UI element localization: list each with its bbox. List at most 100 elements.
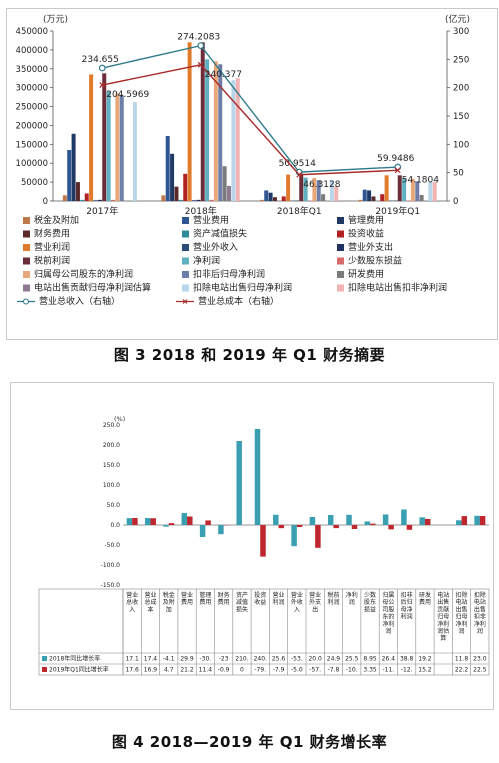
legend-item: 营业费用: [182, 214, 229, 226]
legend-label: 归属母公司股东的净利润: [34, 268, 133, 280]
category-label-line: 研发: [419, 591, 431, 599]
category-label: 电站出售贡献归母净利润估算: [437, 591, 449, 642]
line-data-label: 204.5969: [106, 90, 149, 100]
category-label-line: 损益: [364, 605, 376, 613]
bar-3-5: [380, 194, 385, 201]
bar-1-12: [213, 61, 218, 201]
bar-5-0: [218, 525, 224, 535]
bar-6-0: [236, 441, 242, 525]
y-axis-tick-label: -50.0: [104, 542, 120, 549]
data-table-legend: 2019年Q1同比增长率: [42, 666, 109, 674]
category-label: 投资收益: [254, 591, 266, 606]
y-axis-tick-label: 100.0: [103, 482, 120, 489]
y-axis-tick-label: 200.0: [103, 442, 120, 449]
bar-10-0: [309, 517, 316, 525]
category-label: 税前利润: [327, 591, 339, 606]
category-label: 研发费用: [419, 591, 431, 606]
bar-1-5: [183, 173, 188, 201]
bar-2-3: [272, 197, 277, 201]
category-label: 2018年: [185, 205, 217, 217]
bar-15-1: [406, 525, 413, 530]
left-axis-tick-label: 300000: [16, 84, 48, 94]
category-label-line: 利润: [401, 613, 413, 621]
bar-3-1: [362, 189, 367, 201]
left-axis-tick-label: 450000: [16, 27, 48, 37]
category-label-line: 利润: [273, 598, 285, 606]
legend-label: 扣除电站出售扣非净利润: [348, 282, 447, 294]
legend-swatch: [182, 271, 189, 278]
category-label-line: 入: [294, 606, 300, 613]
legend-item: 研发费用: [337, 268, 384, 280]
bar-16-0: [419, 517, 425, 525]
category-label-line: 母公: [382, 599, 394, 606]
data-table-cell: -11.: [382, 667, 394, 674]
left-axis-tick-label: 0: [43, 197, 48, 207]
bar-1-17: [235, 78, 240, 201]
category-label-line: 费用: [419, 598, 431, 606]
category-label-line: 后归: [401, 598, 413, 606]
line-data-label: 50.9514: [279, 159, 316, 169]
bar-13-0: [364, 521, 371, 525]
legend-item: 净利润: [182, 255, 220, 267]
bar-3-9: [397, 175, 402, 201]
bar-0-4: [80, 199, 85, 201]
bar-1-0: [144, 518, 151, 525]
growth-rate-chart: (%) 250.0 200.0 150.0 100.0 50.0 0.0 -50.0 -100.…: [10, 382, 494, 710]
category-label: 营业外支出: [309, 591, 321, 613]
legend-item: 营业外收入: [182, 241, 238, 253]
bar-0-9: [102, 73, 107, 201]
left-axis-tick-label: 200000: [16, 121, 48, 131]
category-label-line: 母净: [401, 605, 413, 613]
legend-swatch: [42, 667, 47, 672]
marker-stroke: [394, 167, 401, 174]
legend-label: 净利润: [193, 255, 220, 267]
y-axis-tick-label: 0.0: [110, 522, 120, 529]
category-label: 资产减值损失: [236, 591, 248, 613]
legend-label: 扣非后归母净利润: [193, 268, 265, 280]
bar-0-5: [84, 193, 89, 201]
marker-stroke: [296, 171, 303, 178]
bar-3-0: [358, 199, 363, 201]
right-axis-tick-label: 0: [453, 197, 458, 207]
bar-1-3: [174, 186, 179, 201]
legend-label: 营业总成本（右轴）: [198, 295, 279, 307]
bar-2-2: [268, 192, 273, 201]
data-table-cell: 3.35: [363, 667, 377, 674]
line-data-label: 59.9486: [377, 154, 414, 164]
category-label-line: 加: [166, 605, 172, 613]
legend-label: 营业外支出: [348, 241, 393, 253]
legend-swatch: [337, 257, 344, 265]
bar-0-0: [126, 518, 133, 525]
bar-3-0: [181, 513, 188, 525]
line-data-label: 274.2083: [177, 33, 220, 43]
category-label-line: 税前: [327, 591, 339, 599]
data-table-cell: -7.8: [328, 667, 340, 674]
legend-label: 少数股东损益: [348, 255, 402, 267]
bar-14-1: [388, 525, 394, 530]
data-table-cell: 11.8: [455, 656, 469, 663]
legend-label: 资产减值损失: [193, 228, 247, 240]
data-table-cell: 17.1: [125, 656, 139, 663]
data-table-cell: 24.9: [327, 656, 341, 663]
bar-2-14: [321, 194, 326, 201]
category-label: 少数股东损益: [364, 591, 376, 613]
bar-3-17: [432, 182, 437, 201]
marker-stroke: [99, 82, 106, 88]
category-label: 2019年Q1: [375, 205, 420, 217]
category-label-line: 润: [385, 627, 391, 635]
legend-label: 投资收益: [348, 228, 384, 240]
legend-item: 营业总收入（右轴）: [17, 295, 120, 307]
legend-item: 少数股东损益: [337, 255, 402, 267]
bar-3-10: [402, 178, 407, 201]
data-table-cell: 26.4: [382, 656, 396, 663]
bar-12-1: [351, 525, 358, 529]
category-label-line: 总成: [144, 598, 156, 606]
category-label-line: 电站: [437, 591, 449, 599]
right-axis-tick-label: 200: [453, 84, 469, 94]
data-table-cell: 11.4: [199, 667, 213, 674]
legend-label: 电站出售贡献归母净利润估算: [34, 282, 151, 294]
category-label: 扣除电站出售归母净利润: [456, 591, 468, 635]
bar-19-1: [479, 516, 486, 525]
category-label-line: 本: [147, 605, 153, 613]
